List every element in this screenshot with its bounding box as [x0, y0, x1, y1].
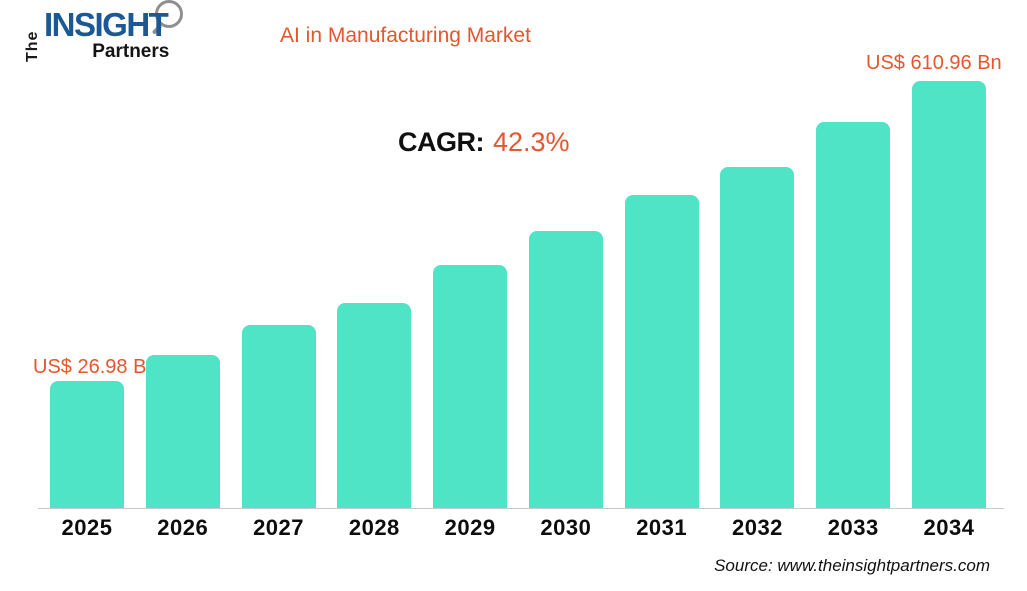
chart-title: AI in Manufacturing Market [280, 24, 531, 47]
bar-2026 [145, 355, 220, 508]
value-label-2025: US$ 26.98 Bn [33, 356, 158, 378]
magnifier-icon [155, 0, 184, 28]
x-tick-2027: 2027 [253, 515, 305, 540]
x-tick-2032: 2032 [731, 515, 783, 540]
source-attribution: Source: www.theinsightpartners.com [714, 556, 990, 575]
x-tick-2026: 2026 [157, 515, 209, 540]
logo-right-block: INSIGHT Partners [44, 0, 184, 63]
logo-partners-text: Partners [92, 40, 170, 62]
cagr-value: 42.3% [493, 127, 570, 157]
x-tick-2033: 2033 [827, 515, 879, 540]
bar-2025 [50, 381, 124, 508]
x-tick-2029: 2029 [444, 515, 496, 540]
bar-2030 [528, 231, 603, 508]
bar-2027 [241, 325, 316, 508]
x-axis-line [38, 508, 1004, 509]
bar-2029 [433, 265, 508, 508]
logo-the-text: The [24, 30, 41, 62]
x-tick-2030: 2030 [540, 515, 592, 540]
cagr-line: CAGR: 42.3% [398, 127, 570, 158]
x-tick-2031: 2031 [636, 515, 688, 540]
cagr-label: CAGR: [398, 127, 485, 157]
bar-2033 [816, 122, 891, 508]
bar-2032 [720, 167, 795, 508]
value-label-2034: US$ 610.96 Bn [866, 52, 1002, 74]
bar-2028 [337, 303, 412, 508]
x-tick-2028: 2028 [348, 515, 400, 540]
bar-2031 [624, 195, 699, 508]
bar-2034 [912, 81, 987, 508]
logo-the-insight-partners: The INSIGHT Partners [24, 0, 184, 63]
logo-insight-row: INSIGHT [44, 0, 184, 43]
x-tick-2034: 2034 [923, 515, 975, 540]
logo-insight-text: INSIGHT [44, 6, 169, 43]
x-tick-2025: 2025 [61, 515, 113, 540]
